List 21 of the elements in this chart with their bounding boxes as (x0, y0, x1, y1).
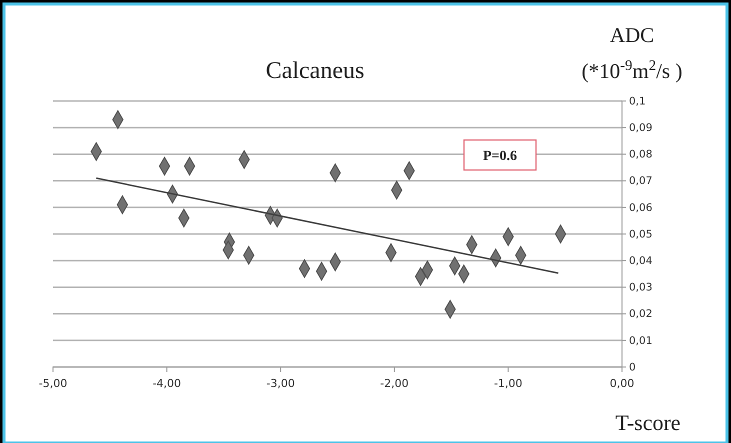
y-tick-label: 0 (629, 361, 636, 374)
y-tick-label: 0,03 (629, 282, 652, 294)
y-tick-label: 0,08 (629, 148, 652, 161)
y-tick-label: 0,1 (629, 95, 646, 108)
y-tick-label: 0,05 (629, 228, 652, 240)
chart-title: Calcaneus (266, 58, 364, 84)
x-axis-title: T-score (615, 410, 681, 435)
y-axis-title: ADC (*10$^{-9}$m$^{2}$/s ) (582, 23, 682, 83)
y-tick-label: 0,09 (629, 122, 652, 134)
y-tick-label: 0,06 (629, 202, 653, 214)
x-tick-label: -3,00 (266, 377, 295, 390)
y-tick-label: 0,02 (629, 308, 652, 320)
y-tick-label: 0,04 (629, 254, 653, 267)
x-tick-label: 0,00 (610, 377, 634, 390)
annotation: P=0.6 (482, 149, 518, 164)
x-tick-label: -4,00 (152, 377, 182, 390)
y-tick-label: 0,07 (629, 175, 652, 188)
x-tick-label: -5,00 (38, 377, 68, 390)
x-tick-label: -1,00 (494, 377, 522, 390)
y-tick-label: 0,01 (629, 334, 652, 347)
x-tick-label: -2,00 (380, 377, 409, 390)
